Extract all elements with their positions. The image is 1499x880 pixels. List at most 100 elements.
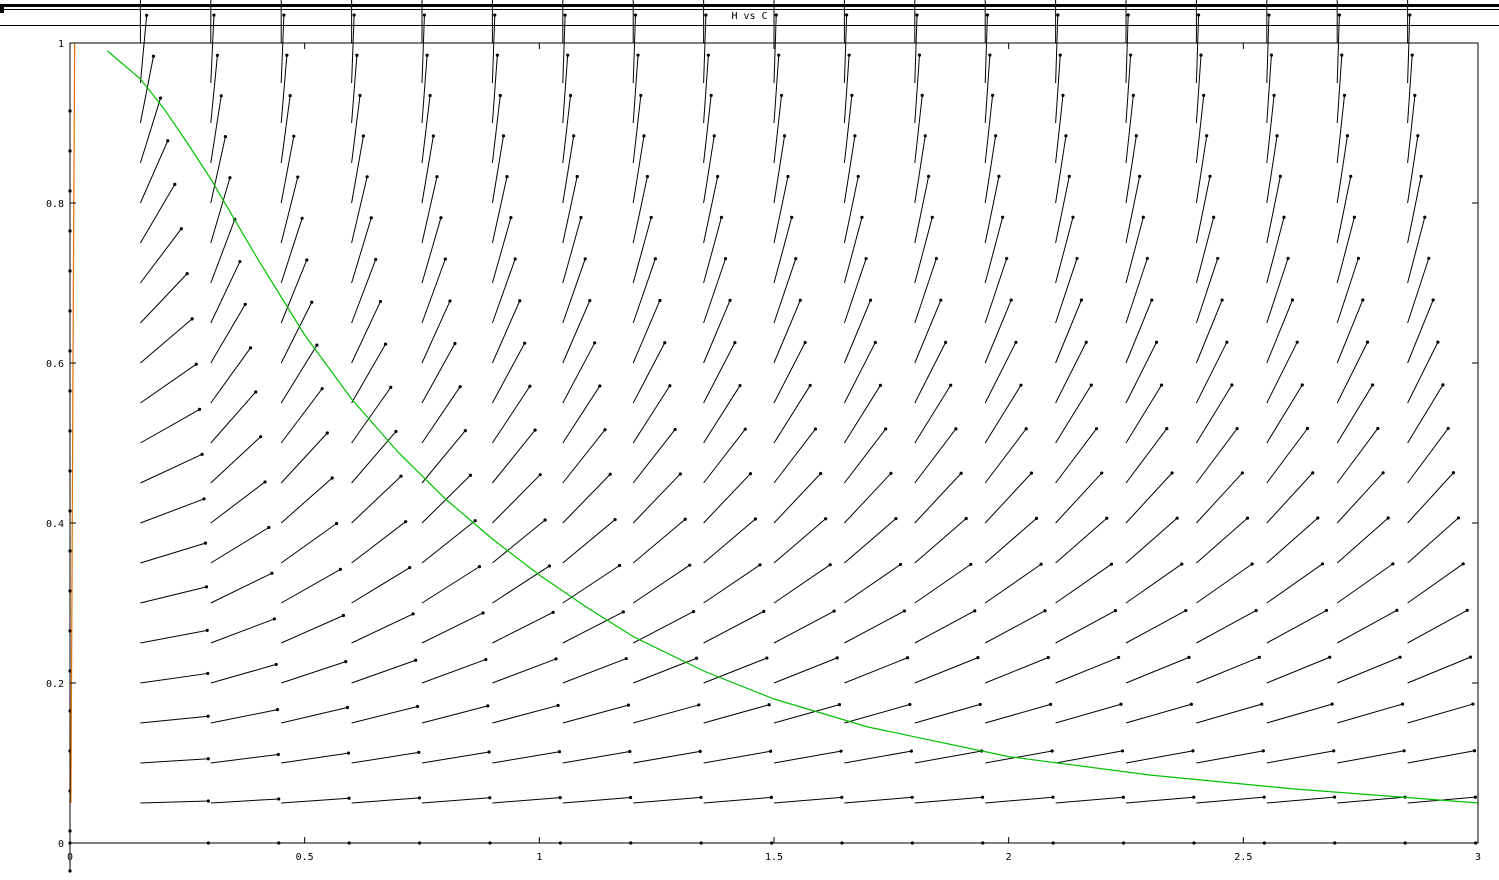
field-arrow-shaft <box>844 518 897 564</box>
field-arrow-shaft <box>1196 517 1248 564</box>
window-menu-marker[interactable] <box>0 7 4 13</box>
field-arrow <box>1125 795 1196 804</box>
field-arrow-shaft <box>914 135 926 204</box>
field-arrow <box>703 795 773 804</box>
field-arrow-shaft <box>844 428 887 484</box>
field-arrow <box>421 216 443 284</box>
field-arrow <box>844 749 913 764</box>
field-arrow <box>210 259 242 324</box>
field-arrow <box>773 749 843 764</box>
field-arrow <box>1337 702 1405 724</box>
field-arrow-head <box>422 13 427 17</box>
field-arrow <box>562 298 592 364</box>
series-lines <box>70 42 1479 804</box>
field-arrow-head <box>980 795 985 799</box>
field-arrow-head <box>1084 340 1088 344</box>
field-arrow-head <box>723 257 728 261</box>
field-arrow <box>984 256 1009 324</box>
field-arrow-head <box>1465 608 1469 612</box>
field-arrow <box>1195 13 1201 84</box>
field-arrow <box>773 340 807 404</box>
field-arrow <box>984 134 998 204</box>
field-arrow-head <box>1170 471 1174 475</box>
field-arrow <box>984 215 1005 284</box>
field-arrow <box>492 564 552 604</box>
field-arrow-shaft <box>914 55 920 124</box>
field-arrow <box>280 431 329 484</box>
field-arrow-head <box>1145 256 1149 261</box>
field-arrow-head <box>583 257 587 261</box>
field-arrow-shaft <box>633 657 697 684</box>
field-arrow-head <box>1261 749 1265 753</box>
field-arrow <box>1266 340 1299 404</box>
field-arrow-shaft <box>562 611 624 644</box>
field-arrow <box>1055 383 1093 444</box>
field-arrow <box>914 427 958 484</box>
field-arrow-head <box>1436 340 1440 344</box>
field-arrow-head <box>1311 471 1315 475</box>
field-arrow <box>562 341 597 404</box>
field-arrow-shaft <box>1055 384 1092 444</box>
field-arrow-shaft <box>1337 656 1401 684</box>
field-arrow <box>843 256 868 324</box>
field-arrow-shaft <box>210 136 226 204</box>
field-arrow <box>280 13 286 84</box>
field-arrow-shaft <box>1055 299 1082 364</box>
field-arrow <box>844 562 903 604</box>
field-arrow-head <box>270 571 274 575</box>
field-arrow-shaft <box>843 176 859 244</box>
field-arrow-head <box>1461 562 1465 566</box>
field-arrow-shaft <box>280 344 318 404</box>
field-arrow-shaft <box>773 704 840 724</box>
field-arrow <box>1337 749 1406 764</box>
field-arrow <box>1196 608 1258 644</box>
field-arrow-head <box>642 134 646 138</box>
field-arrow-shaft <box>632 611 694 644</box>
field-arrow-shaft <box>632 95 642 164</box>
field-arrow-head <box>551 610 555 614</box>
field-arrow <box>491 0 493 43</box>
field-arrow-head <box>1240 471 1244 475</box>
field-arrow-head <box>1050 749 1054 753</box>
field-arrow-head <box>683 517 687 521</box>
field-arrow <box>1055 256 1079 324</box>
field-arrow-shaft <box>280 523 337 564</box>
field-arrow-head <box>1043 609 1047 613</box>
field-arrow-head <box>864 256 868 261</box>
field-arrow <box>844 795 914 804</box>
field-arrow <box>139 139 170 204</box>
field-arrow <box>703 53 710 124</box>
field-arrow-shaft <box>351 521 406 564</box>
field-arrow <box>421 385 462 444</box>
field-arrow-shaft <box>773 176 789 244</box>
field-arrow-head <box>939 298 943 302</box>
field-arrow-head <box>1370 383 1375 387</box>
field-arrow-shaft <box>421 258 446 324</box>
field-arrow-head <box>272 617 276 621</box>
field-arrow-head <box>878 383 883 387</box>
field-arrow-head <box>997 174 1001 179</box>
field-arrow <box>1125 427 1169 484</box>
field-arrow-shaft <box>1407 341 1439 404</box>
field-arrow-shaft <box>562 797 631 804</box>
field-arrow-shaft <box>1055 428 1097 484</box>
field-arrow-shaft <box>703 473 751 524</box>
field-arrow-shaft <box>351 751 419 764</box>
field-arrow <box>562 795 633 804</box>
field-arrow-shaft <box>281 707 348 724</box>
field-arrow-shaft <box>562 473 611 524</box>
field-arrow-head <box>566 53 570 57</box>
field-arrow-head <box>1356 256 1360 260</box>
field-arrow-head <box>1472 749 1477 753</box>
field-arrow-head <box>523 341 527 345</box>
field-arrow-shaft <box>1266 796 1335 804</box>
field-arrow-shaft <box>1055 217 1074 284</box>
field-arrow <box>843 174 860 244</box>
field-arrow-shaft <box>1336 517 1389 564</box>
field-arrow-head <box>1468 655 1473 659</box>
field-arrow-shaft <box>280 615 344 644</box>
field-arrow <box>773 298 802 364</box>
field-arrow-shaft <box>984 176 1000 244</box>
field-arrow-shaft <box>1336 135 1348 204</box>
field-arrow-head <box>633 13 638 17</box>
